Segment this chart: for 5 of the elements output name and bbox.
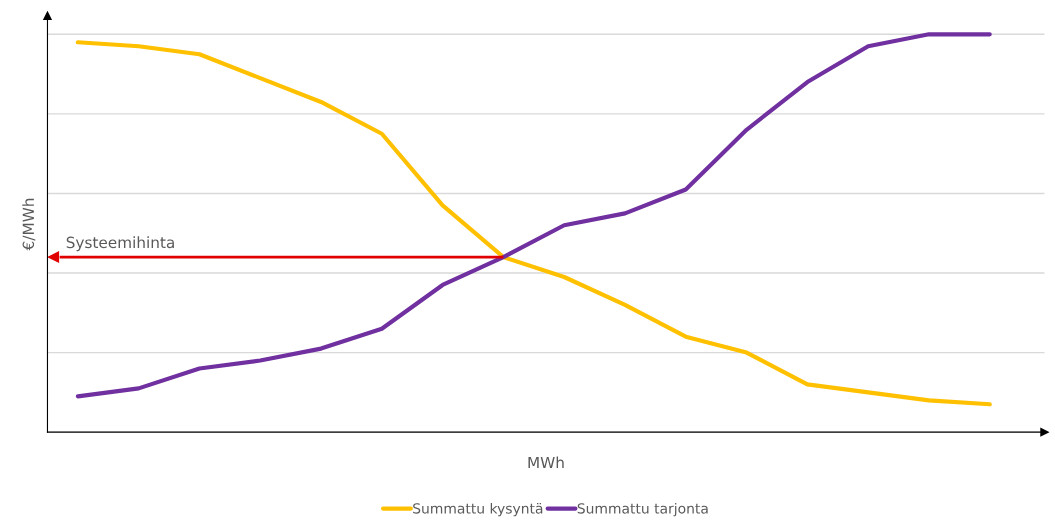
legend-label: Summattu kysyntä — [413, 502, 543, 517]
ref-line-label: Systeemihinta — [66, 236, 174, 252]
y-axis-title: €/MWh — [22, 198, 36, 251]
x-axis-title: MWh — [528, 456, 564, 469]
legend-label: Summattu tarjonta — [577, 502, 708, 517]
